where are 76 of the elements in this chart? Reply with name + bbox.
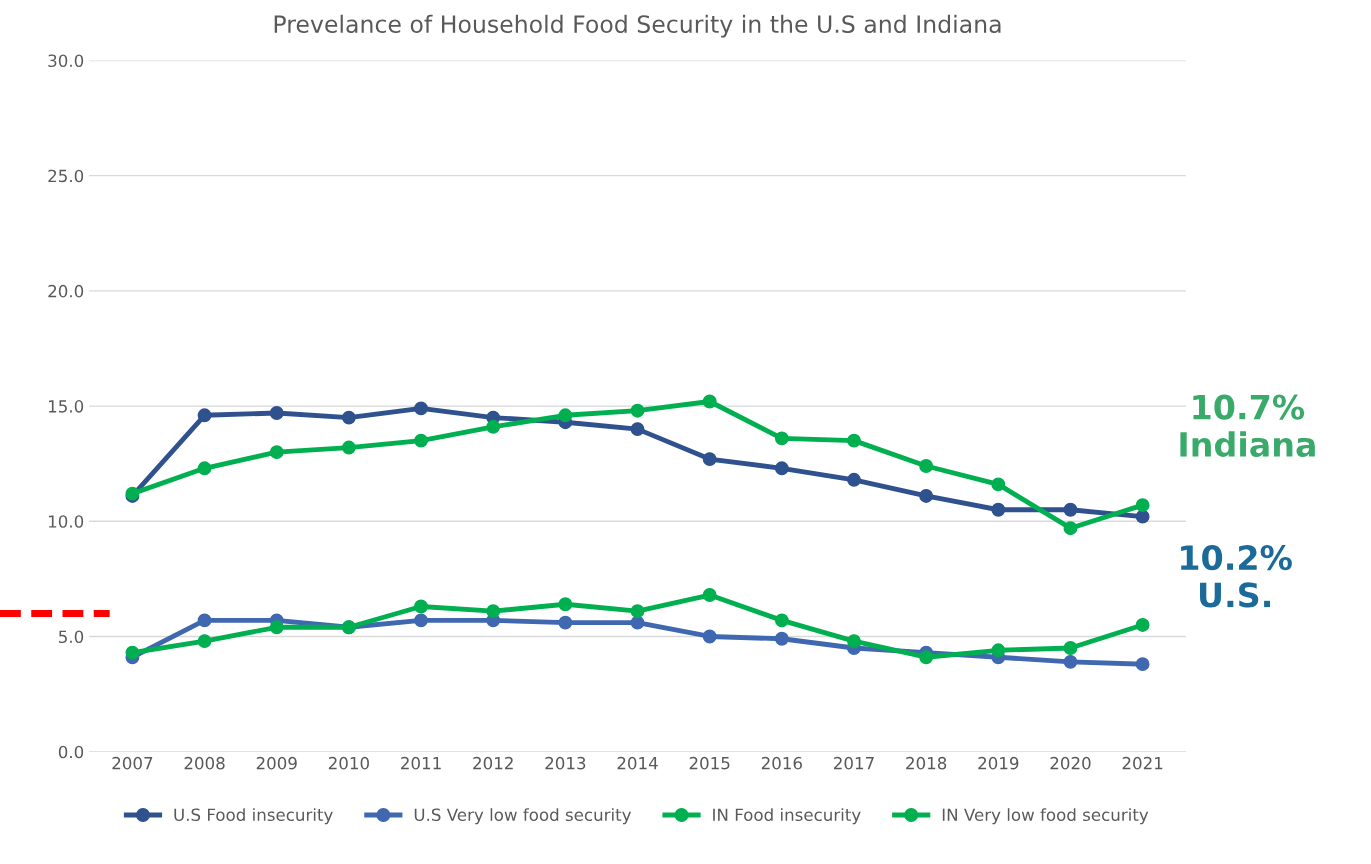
point bbox=[486, 604, 501, 619]
y-tick-label: 20.0 bbox=[48, 284, 84, 298]
point bbox=[774, 613, 789, 628]
point bbox=[1063, 502, 1078, 517]
point bbox=[774, 461, 789, 476]
x-tick-label: 2014 bbox=[617, 756, 658, 770]
y-tick-label: 30.0 bbox=[48, 54, 84, 68]
point bbox=[774, 431, 789, 446]
point bbox=[341, 440, 356, 455]
point bbox=[630, 422, 645, 437]
point bbox=[558, 597, 573, 612]
point bbox=[991, 502, 1006, 517]
x-tick-label: 2013 bbox=[545, 756, 586, 770]
y-tick-label: 10.0 bbox=[48, 515, 84, 528]
point bbox=[269, 406, 284, 420]
point bbox=[197, 634, 212, 649]
point bbox=[269, 445, 284, 460]
point bbox=[1135, 618, 1150, 632]
point bbox=[1063, 654, 1078, 669]
point bbox=[774, 631, 789, 646]
point bbox=[1135, 498, 1150, 513]
x-tick-label: 2010 bbox=[328, 756, 369, 770]
y-tick-label: 0.0 bbox=[58, 745, 84, 759]
point bbox=[919, 459, 934, 473]
point bbox=[197, 613, 212, 628]
x-tick-label: 2011 bbox=[401, 756, 441, 770]
point bbox=[1063, 641, 1078, 655]
point bbox=[197, 461, 212, 476]
y-tick-label: 5.0 bbox=[59, 630, 84, 644]
point bbox=[414, 433, 428, 448]
point bbox=[486, 419, 501, 434]
point bbox=[414, 401, 428, 416]
x-tick-label: 2008 bbox=[184, 756, 225, 770]
x-tick-label: 2016 bbox=[761, 756, 802, 770]
x-tick-label: 2015 bbox=[689, 756, 730, 770]
x-tick-label: 2021 bbox=[1122, 756, 1163, 770]
chart-title: Prevelance of Household Food Security in the U.S and Indiana bbox=[274, 14, 1001, 38]
x-tick-label: 2012 bbox=[473, 756, 513, 770]
point bbox=[847, 634, 861, 649]
x-tick-label: 2009 bbox=[256, 756, 297, 770]
point bbox=[702, 588, 717, 602]
legend-label: U.S Food insecurity bbox=[174, 808, 333, 825]
point bbox=[414, 613, 428, 628]
point bbox=[991, 477, 1006, 492]
point bbox=[919, 488, 934, 503]
x-tick-label: 2019 bbox=[978, 756, 1019, 770]
point bbox=[630, 403, 645, 418]
point bbox=[558, 408, 573, 423]
point bbox=[1135, 657, 1150, 672]
point bbox=[702, 394, 717, 409]
point bbox=[269, 620, 284, 635]
point bbox=[1135, 509, 1150, 524]
point bbox=[1063, 521, 1078, 536]
legend-label: U.S Very low food security bbox=[414, 808, 632, 825]
x-tick-label: 2007 bbox=[112, 756, 153, 770]
point bbox=[919, 650, 934, 665]
legend-label: IN Very low food security bbox=[942, 808, 1149, 825]
y-tick-label: 25.0 bbox=[48, 169, 84, 183]
point bbox=[847, 433, 861, 448]
point bbox=[702, 629, 717, 644]
x-tick-label: 2017 bbox=[834, 756, 874, 770]
x-tick-label: 2018 bbox=[906, 756, 947, 770]
point bbox=[847, 472, 861, 487]
point bbox=[125, 645, 140, 660]
annotation: 10.2% U.S. bbox=[1181, 545, 1292, 608]
point bbox=[414, 599, 428, 614]
point bbox=[558, 615, 573, 630]
annotation: 10.7% Indiana bbox=[1180, 394, 1315, 458]
point bbox=[991, 643, 1006, 658]
point bbox=[197, 408, 212, 423]
point bbox=[341, 410, 356, 425]
y-tick-label: 15.0 bbox=[48, 400, 84, 413]
legend-label: IN Food insecurity bbox=[713, 808, 861, 825]
point bbox=[702, 452, 717, 467]
point bbox=[630, 604, 645, 619]
x-tick-label: 2020 bbox=[1050, 756, 1091, 770]
